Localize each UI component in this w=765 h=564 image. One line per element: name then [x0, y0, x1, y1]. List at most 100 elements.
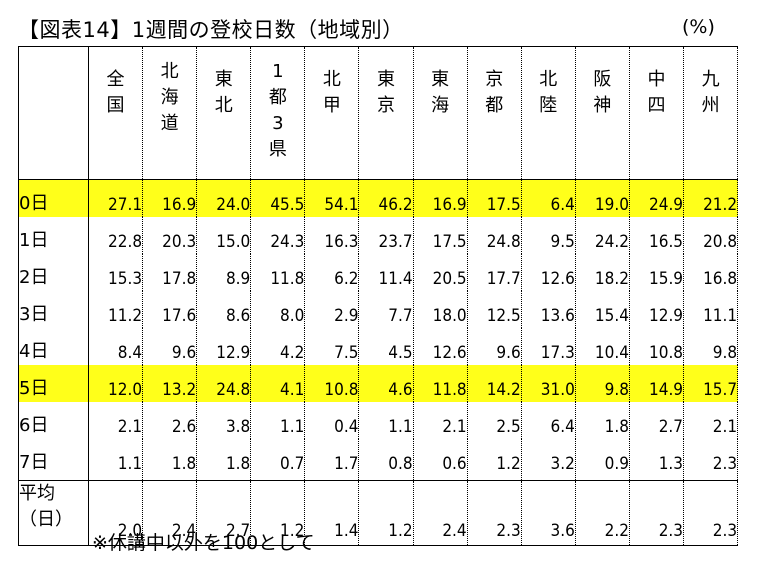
table-cell: 24.2: [574, 217, 630, 254]
column-header: 東北: [196, 46, 252, 180]
table-cell: 4.6: [358, 365, 414, 402]
table-cell: 15.7: [683, 365, 739, 402]
table-row: 6日 2.1 2.6 3.8 1.1 0.4 1.1 2.1 2.5 6.4 1.8 2.7 2.1: [18, 402, 739, 439]
table-cell: 13.2: [142, 365, 198, 402]
table-cell: 1.2: [466, 439, 522, 481]
table-cell: 2.1: [412, 402, 468, 439]
column-header: 東海: [412, 46, 468, 180]
table-cell: 9.6: [466, 328, 522, 365]
table-cell: 11.8: [412, 365, 468, 402]
table-cell: 8.6: [196, 291, 252, 328]
table-cell: 2.6: [142, 402, 198, 439]
table-cell: 2.7: [628, 402, 685, 439]
table-cell: 12.0: [87, 365, 144, 402]
column-header: 東京: [358, 46, 414, 180]
table-cell: 19.0: [574, 179, 630, 217]
average-cell: 2.2: [574, 480, 630, 546]
table-row: 0日 27.1 16.9 24.0 45.5 54.1 46.2 16.9 17.5 6.4 19.…: [18, 179, 739, 217]
table-cell: 0.8: [358, 439, 414, 481]
table-cell: 4.5: [358, 328, 414, 365]
column-header: 北甲: [304, 46, 360, 180]
column-header-label: 北陸: [539, 69, 558, 116]
column-header-label: 九州: [701, 69, 720, 116]
table-cell: 16.5: [628, 217, 685, 254]
table-cell: 21.2: [683, 179, 739, 217]
table-cell: 17.5: [466, 179, 522, 217]
column-header: 九州: [683, 46, 739, 180]
table-cell: 6.4: [520, 402, 576, 439]
table-cell: 11.4: [358, 254, 414, 291]
table-cell: 0.4: [304, 402, 360, 439]
table-cell: 20.8: [683, 217, 739, 254]
column-header-label: 北海道: [160, 61, 179, 134]
table-cell: 8.4: [87, 328, 144, 365]
table-cell: 2.1: [87, 402, 144, 439]
table-cell: 9.8: [574, 365, 630, 402]
table-cell: 10.8: [304, 365, 360, 402]
table-cell: 1.8: [196, 439, 252, 481]
table-cell: 1.7: [304, 439, 360, 481]
table-cell: 10.8: [628, 328, 685, 365]
table-cell: 1.8: [142, 439, 198, 481]
column-header: 中四: [628, 46, 685, 180]
table-cell: 12.5: [466, 291, 522, 328]
table-cell: 16.9: [142, 179, 198, 217]
table-cell: 17.3: [520, 328, 576, 365]
column-header-label: 東京: [377, 69, 396, 116]
table-cell: 12.9: [628, 291, 685, 328]
row-label: 7日: [18, 439, 89, 481]
average-cell: 2.7: [196, 480, 252, 546]
table-cell: 2.3: [683, 439, 739, 481]
row-label: 2日: [18, 254, 89, 291]
average-cell: 3.6: [520, 480, 576, 546]
header-row: 全国 北海道 東北 1都3県 北甲 東京 東海 京都 北陸 阪神 中四 九州: [18, 46, 739, 180]
column-header: 1都3県: [250, 46, 306, 180]
table-cell: 20.3: [142, 217, 198, 254]
table-cell: 6.2: [304, 254, 360, 291]
table-cell: 0.7: [250, 439, 306, 481]
column-header-label: 1都3県: [268, 61, 287, 160]
table-cell: 11.1: [683, 291, 739, 328]
table-cell: 24.0: [196, 179, 252, 217]
table-row: 4日 8.4 9.6 12.9 4.2 7.5 4.5 12.6 9.6 17.3 10.4 10.8…: [18, 328, 739, 365]
table-cell: 17.6: [142, 291, 198, 328]
table-cell: 12.6: [412, 328, 468, 365]
table-cell: 11.2: [87, 291, 144, 328]
table-cell: 1.3: [628, 439, 685, 481]
table-cell: 24.8: [196, 365, 252, 402]
average-cell: 2.3: [466, 480, 522, 546]
table-row: 5日 12.0 13.2 24.8 4.1 10.8 4.6 11.8 14.2 31.0 9.8 1…: [18, 365, 739, 402]
table-cell: 14.2: [466, 365, 522, 402]
column-header-label: 東北: [214, 69, 233, 116]
column-header-label: 阪神: [593, 69, 612, 116]
table-cell: 24.3: [250, 217, 306, 254]
table-cell: 1.1: [358, 402, 414, 439]
table-cell: 14.9: [628, 365, 685, 402]
table-cell: 4.1: [250, 365, 306, 402]
table-cell: 45.5: [250, 179, 306, 217]
row-label: 0日: [18, 179, 89, 217]
column-header: 京都: [466, 46, 522, 180]
average-cell: 2.4: [412, 480, 468, 546]
table-cell: 18.2: [574, 254, 630, 291]
table-cell: 31.0: [520, 365, 576, 402]
table-cell: 46.2: [358, 179, 414, 217]
footnote: ※休講中以外を100として: [92, 532, 315, 554]
table-cell: 24.8: [466, 217, 522, 254]
table-cell: 2.5: [466, 402, 522, 439]
average-cell: 1.2: [358, 480, 414, 546]
table-cell: 7.5: [304, 328, 360, 365]
column-header: 全国: [87, 46, 144, 180]
unit-label: (%): [682, 16, 715, 38]
table-cell: 15.3: [87, 254, 144, 291]
table-body: 0日 27.1 16.9 24.0 45.5 54.1 46.2 16.9 17.5 6.4 19.…: [18, 179, 739, 546]
column-header: 北陸: [520, 46, 576, 180]
table-cell: 15.9: [628, 254, 685, 291]
average-label-line2: （日）: [19, 509, 73, 530]
table-cell: 15.0: [196, 217, 252, 254]
column-header-label: 京都: [485, 69, 504, 116]
table-cell: 2.1: [683, 402, 739, 439]
table-cell: 8.0: [250, 291, 306, 328]
corner-cell: [18, 46, 89, 180]
table-row: 7日 1.1 1.8 1.8 0.7 1.7 0.8 0.6 1.2 3.2 0.9 1.3 2.3: [18, 439, 739, 481]
